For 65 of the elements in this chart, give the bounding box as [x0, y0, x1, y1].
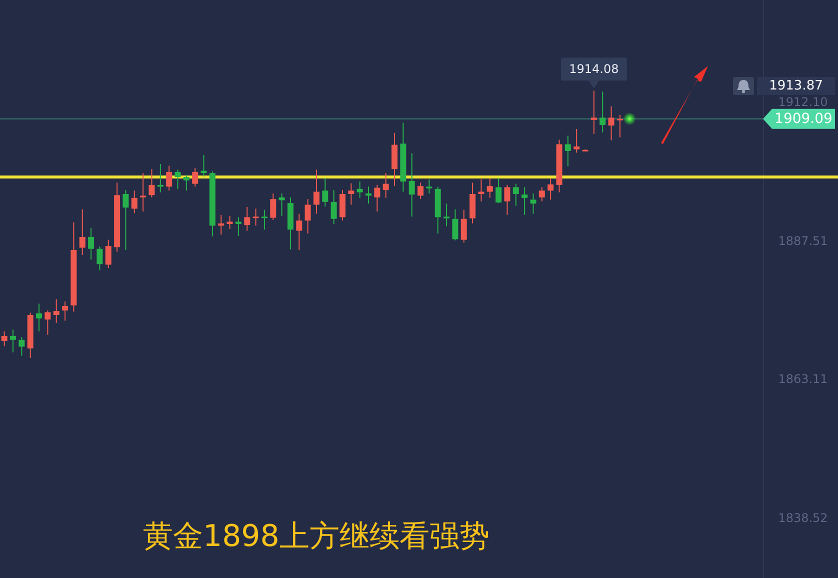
candlestick: [512, 183, 519, 206]
candlestick: [374, 184, 380, 212]
candlestick: [530, 192, 536, 214]
candlestick: [235, 216, 242, 236]
candlestick: [522, 186, 528, 216]
candlestick: [140, 172, 146, 212]
alert-price: 1913.87: [757, 77, 835, 95]
candlestick: [348, 182, 354, 206]
candlestick: [183, 174, 190, 192]
candlestick: [478, 178, 484, 202]
candlestick: [616, 114, 623, 138]
annotation: 1914.08: [569, 62, 619, 76]
candlestick: [244, 206, 250, 232]
candlestick: [426, 178, 432, 194]
candlestick: [564, 135, 571, 167]
candlestick: [62, 300, 68, 322]
candlestick: [608, 106, 614, 141]
callout: 1914.08: [560, 58, 627, 89]
text: 黄金1898上方继续看强势: [143, 519, 490, 554]
candlestick: [330, 190, 337, 224]
candlestick: [486, 178, 493, 198]
candlestick: [1, 330, 8, 347]
candlestick: [10, 329, 16, 353]
candlestick: [226, 216, 233, 230]
candlestick: [590, 90, 597, 135]
candlestick: [36, 303, 42, 332]
candlestick: [460, 209, 467, 244]
candlestick: [296, 213, 302, 250]
candlestick: [131, 190, 138, 214]
candlestick: [548, 178, 554, 200]
candlestick: [252, 208, 259, 226]
candlestick: [96, 246, 103, 271]
candlestick: [261, 209, 268, 230]
candlestick: [382, 172, 389, 198]
candlestick: [148, 168, 155, 198]
candlestick: [574, 128, 580, 154]
candlestick: [452, 208, 458, 241]
candlestick: [166, 165, 172, 192]
candlestick: [53, 298, 60, 324]
candlestick: [496, 178, 502, 204]
candlestick: [322, 178, 328, 207]
candlestick: [88, 227, 94, 260]
candlestick: [313, 169, 320, 214]
candlestick: [44, 310, 51, 336]
candlestick: [444, 203, 450, 227]
candlestick: [418, 182, 424, 200]
candlestick: [192, 167, 198, 188]
candlestick: [339, 190, 346, 222]
candlestick: [600, 91, 606, 133]
candlestick: [18, 336, 25, 356]
candlestick: [122, 190, 129, 250]
candlestick: [270, 192, 276, 220]
candlestick: [538, 186, 545, 202]
candlestick: [105, 239, 112, 269]
y-tick-label: 1838.52: [778, 510, 828, 525]
candlestick: [174, 169, 181, 190]
candlestick: [356, 181, 363, 198]
ref-line-label: 1909.09: [774, 110, 832, 127]
candlestick: [79, 208, 86, 256]
candlestick: [408, 152, 415, 218]
y-tick-label: 1863.11: [778, 372, 828, 386]
y-tick-label: 1887.51: [778, 234, 828, 248]
candlestick: [504, 184, 510, 216]
y-tick-label: 1912.10: [778, 94, 828, 109]
candlestick: [304, 198, 311, 234]
